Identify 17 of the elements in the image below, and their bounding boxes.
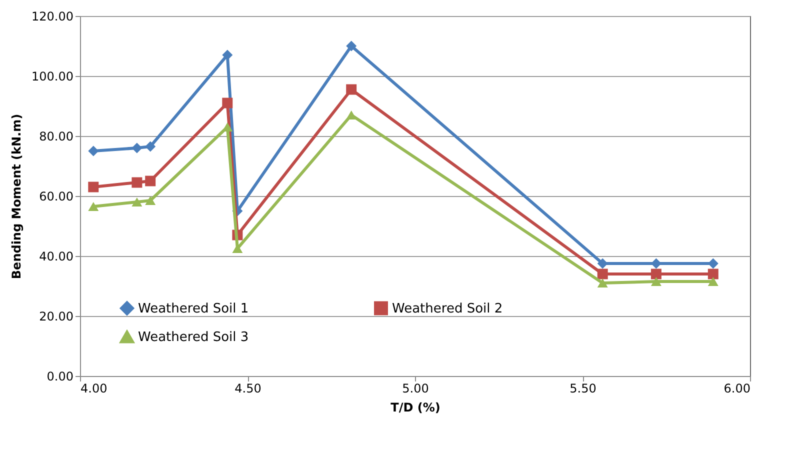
y-tick-label: 120.00 [32, 10, 74, 24]
x-tick-label: 6.00 [724, 382, 750, 396]
legend-label: Weathered Soil 1 [138, 301, 249, 316]
x-tick-label: 4.00 [80, 382, 108, 396]
x-tick-label: 5.50 [570, 382, 596, 396]
y-axis-title: Bending Moment (kN.m) [10, 114, 24, 280]
y-tick-label: 80.00 [39, 130, 74, 144]
y-tick-label: 60.00 [39, 190, 74, 204]
x-tick-label: 5.00 [402, 382, 429, 396]
y-tick-label: 100.00 [32, 70, 74, 84]
x-tick-label: 4.50 [234, 382, 262, 396]
y-tick-label: 20.00 [39, 310, 74, 324]
legend-label: Weathered Soil 2 [392, 301, 503, 316]
x-axis-title: T/D (%) [390, 400, 440, 414]
y-tick-label: 0.00 [46, 370, 74, 384]
legend-label: Weathered Soil 3 [138, 330, 249, 345]
y-tick-label: 40.00 [39, 250, 74, 264]
